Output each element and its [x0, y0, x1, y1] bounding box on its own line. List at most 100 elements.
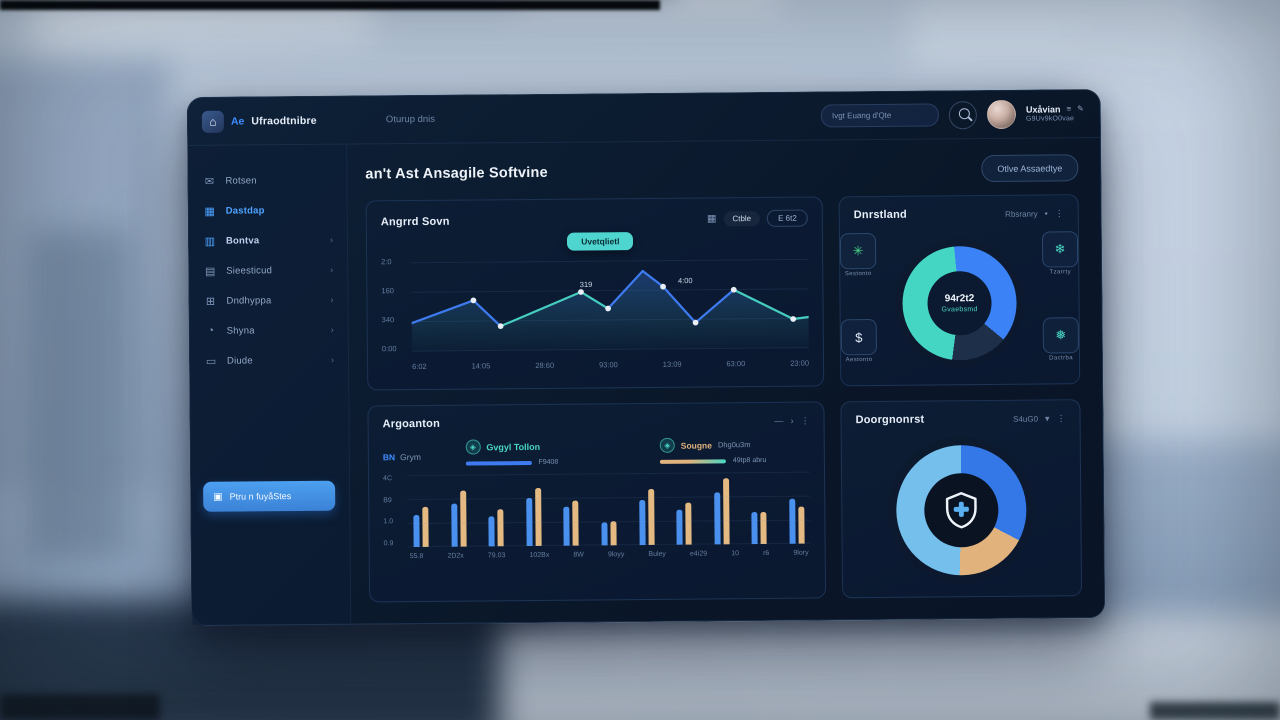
legend-label: Gvgyl Tollon: [486, 441, 541, 452]
sidebar-item-dastdap[interactable]: ▦ Dastdap: [189, 195, 347, 226]
legend-item[interactable]: ◈ Gvgyl Tollon F9408: [465, 438, 615, 466]
bar-Sougne: [798, 506, 805, 544]
x-tick: 79.03: [487, 552, 506, 560]
kebab-menu-icon[interactable]: ⋮: [1056, 412, 1066, 423]
x-tick: 55.8: [409, 552, 424, 561]
donut1-chart[interactable]: 94r2t2 Gvaebsmd: [902, 245, 1018, 361]
x-tick: e4i29: [689, 550, 708, 558]
legend-bn: BN: [382, 452, 396, 463]
donut2-chart[interactable]: [895, 444, 1027, 577]
donut1-center-label: Gvaebsmd: [941, 306, 978, 314]
stat-tile[interactable]: ❄ Tzarrty: [1041, 231, 1079, 276]
sidebar-item-shyna[interactable]: ◔ Shyna ›: [190, 315, 348, 346]
legend-badge-icon: ◈: [465, 439, 481, 455]
legend-sub: F9408: [538, 458, 559, 466]
donut2-menu-label[interactable]: S4uG0: [1013, 414, 1039, 424]
search-button[interactable]: [948, 100, 978, 129]
bar-chart-panel: Argoanton — › ⋮ BN Grym: [367, 401, 827, 603]
sidebar-item-dndhyppa[interactable]: ⊞ Dndhyppa ›: [189, 285, 347, 316]
leaf-icon: ✳: [839, 232, 877, 270]
edit-icon[interactable]: ✎: [1077, 104, 1084, 114]
bar-group[interactable]: [563, 474, 580, 546]
legend-label: Sougne: [680, 439, 712, 451]
bar-group[interactable]: [488, 474, 504, 547]
calendar-icon[interactable]: ▦: [706, 213, 717, 225]
bars-plot[interactable]: [407, 471, 811, 548]
user-info[interactable]: Uxåvian ≡ ✎ G9Uv9kO0vae: [1026, 104, 1084, 125]
x-tick: 10: [731, 550, 740, 558]
x-tick: 8W: [573, 551, 584, 559]
bar-group[interactable]: [713, 472, 730, 545]
app-logo[interactable]: ⌂ Ae Ufraodtnibre: [188, 109, 360, 133]
chevron-right-icon: ›: [329, 234, 334, 245]
stat-tile[interactable]: ❅ Dactrba: [1042, 317, 1079, 362]
chevron-down-icon[interactable]: ▾: [1044, 412, 1050, 424]
bar-group[interactable]: [676, 473, 692, 545]
sidebar-item-label: Rotsen: [225, 174, 257, 187]
y-tick: 0.9: [383, 540, 394, 548]
y-tick: 1.0: [383, 518, 394, 526]
x-tick: 23:00: [790, 358, 810, 368]
sidebar-item-label: Dastdap: [225, 204, 265, 217]
bar-group[interactable]: [751, 472, 767, 545]
chevron-right-icon[interactable]: ›: [790, 415, 794, 426]
minimize-icon[interactable]: —: [774, 415, 784, 426]
chevron-right-icon: ›: [330, 294, 334, 305]
bar-group[interactable]: [789, 472, 805, 544]
sidebar-item-label: Sieesticud: [226, 264, 273, 277]
stat-tile[interactable]: ✳ Sestonto: [839, 232, 877, 277]
dollar-icon: $: [840, 318, 877, 356]
bar-Gvgyl Tollon: [713, 492, 721, 545]
bar-Gvgyl Tollon: [601, 522, 608, 546]
legend-item[interactable]: ◈ Sougne Dhg0u3m 49tp8 abru: [659, 437, 810, 465]
page-action-button[interactable]: Otlve Assaedtye: [981, 154, 1079, 183]
stat-tile-label: Tzarrty: [1049, 269, 1072, 276]
x-tick: 14:05: [471, 361, 491, 371]
app-header: ⌂ Ae Ufraodtnibre Oturup dnis Ivgt Euang…: [187, 90, 1101, 146]
legend-sub: 49tp8 abru: [732, 456, 767, 465]
user-subtitle: G9Uv9kO0vae: [1025, 115, 1075, 123]
bar-Gvgyl Tollon: [789, 499, 796, 544]
x-tick: 63:00: [726, 359, 746, 369]
logo-prefix: Ae: [230, 114, 245, 128]
line-panel-filter[interactable]: Ctble: [723, 210, 761, 227]
user-badge-icon: ▣: [213, 491, 223, 503]
sidebar-item-rotsen[interactable]: ✉ Rotsen: [188, 165, 346, 196]
bg-top-strip: [0, 0, 660, 10]
chart-annotation: 4:00: [677, 275, 693, 286]
line-plot[interactable]: 319 4:00: [411, 254, 809, 353]
avatar[interactable]: [986, 99, 1017, 130]
bar-group[interactable]: [413, 475, 429, 548]
stat-tile-label: Dactrba: [1049, 355, 1073, 362]
kebab-menu-icon[interactable]: ⋮: [800, 415, 810, 426]
snowflake-icon: ❄: [1041, 231, 1079, 268]
bar-Gvgyl Tollon: [488, 516, 495, 547]
y-tick: 340: [381, 315, 395, 325]
bar-group[interactable]: [526, 474, 542, 547]
sidebar-item-label: Diude: [226, 354, 253, 367]
sidebar-item-label: Dndhyppa: [226, 294, 272, 307]
sidebar-cta-button[interactable]: ▣ Ptru n fuyåStes: [203, 480, 336, 512]
sidebar-item-diude[interactable]: ▭ Diude ›: [190, 345, 348, 376]
bar-group[interactable]: [601, 473, 617, 546]
sidebar-item-bontva[interactable]: ▥ Bontva ›: [189, 225, 347, 256]
menu-icon[interactable]: ≡: [1066, 104, 1072, 114]
sidebar-item-sieesticud[interactable]: ▤ Sieesticud ›: [189, 255, 347, 286]
donut1-menu-label[interactable]: Rbsranry: [1005, 209, 1038, 219]
donut2-panel: Doorgnonrst S4uG0 ▾ ⋮: [840, 399, 1083, 599]
bg-corner-shadow: [0, 694, 160, 720]
stat-tile[interactable]: $ Aestonto: [840, 318, 877, 363]
bar-group[interactable]: [638, 473, 655, 546]
search-input[interactable]: Ivgt Euang d'Qte: [820, 103, 940, 128]
chart-annotation: 319: [579, 279, 593, 289]
chat-icon: ✉: [204, 175, 215, 188]
line-chart-panel: Angrrd Sovn ▦ Ctble E 6t2 Uvetqlietl 2:0…: [365, 196, 825, 391]
line-panel-range-button[interactable]: E 6t2: [767, 209, 808, 227]
y-tick: 0:00: [381, 344, 397, 354]
bar-group[interactable]: [450, 475, 467, 547]
donut1-title: Dnrstland: [853, 208, 907, 222]
x-tick: 13:09: [662, 359, 682, 369]
kebab-menu-icon[interactable]: ⋮: [1054, 207, 1064, 218]
x-tick: 9lory: [793, 549, 809, 557]
bar-Sougne: [685, 502, 692, 545]
